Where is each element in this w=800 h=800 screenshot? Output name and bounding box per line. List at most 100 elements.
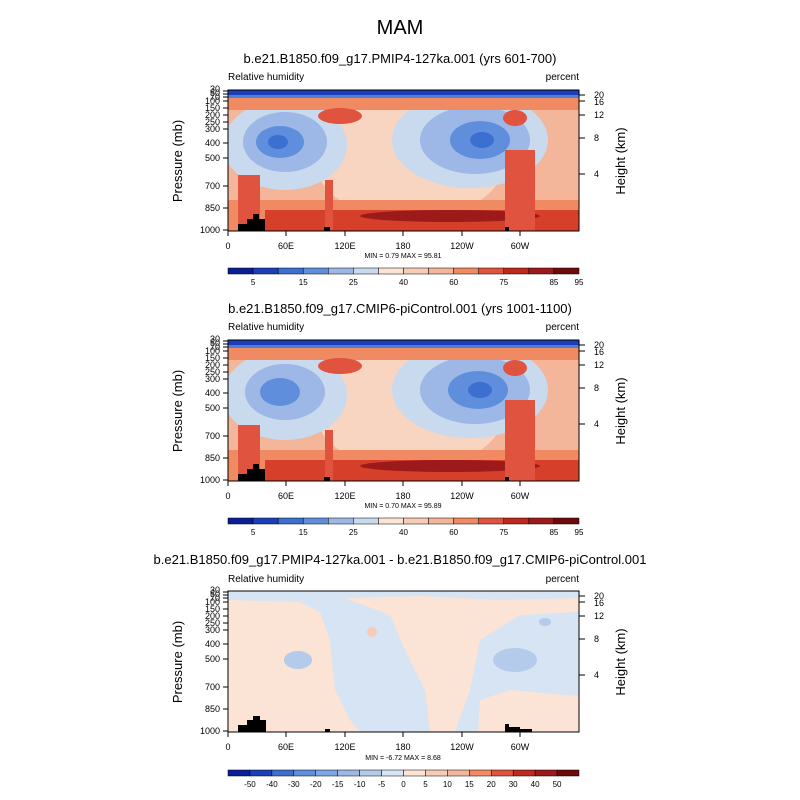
colorbar-label: 60 (449, 528, 458, 537)
y-right-tick-label: 16 (594, 598, 604, 608)
colorbar-label: 85 (549, 528, 558, 537)
x-tick-label: 60W (511, 241, 530, 251)
y-tick-label: 200 (205, 360, 220, 370)
y-axis-label: Pressure (mb) (170, 370, 185, 452)
y-tick-label: 100 (205, 346, 220, 356)
colorbar-label: 15 (299, 278, 308, 287)
x-tick-label: 60E (278, 241, 294, 251)
colorbar-label: -10 (354, 780, 366, 789)
colorbar-label: -5 (378, 780, 386, 789)
colorbar-label: 85 (549, 278, 558, 287)
variable-label: Relative humidity (228, 72, 304, 83)
contour-region (260, 378, 300, 406)
y-right-tick-label: 16 (594, 97, 604, 107)
y-tick-label: 500 (205, 403, 220, 413)
y-tick-label: 250 (205, 618, 220, 628)
y-tick-label: 850 (205, 453, 220, 463)
y-right-tick-label: 4 (594, 169, 599, 179)
colorbar-box (528, 517, 555, 525)
colorbar-label: 50 (553, 780, 562, 789)
y-right-tick-label: 20 (594, 340, 604, 350)
y-tick-label: 200 (205, 611, 220, 621)
y-tick-label: 150 (205, 353, 220, 363)
units-label: percent (546, 574, 580, 585)
panel-1: b.e21.B1850.f09_g17.PMIP4-127ka.001 (yrs… (170, 51, 628, 287)
colorbar-box (447, 769, 470, 777)
x-tick-label: 0 (225, 491, 230, 501)
contour-region (505, 400, 535, 481)
contour-region (284, 651, 312, 669)
y-right-tick-label: 8 (594, 383, 599, 393)
colorbar-box (252, 267, 279, 275)
y-tick-label: 50 (210, 589, 220, 599)
y-tick-label: 30 (210, 334, 220, 344)
colorbar-label: 40 (399, 528, 408, 537)
colorbar-box (469, 769, 492, 777)
contour-region (367, 627, 377, 637)
colorbar-label: -40 (266, 780, 278, 789)
y-tick-label: 50 (210, 88, 220, 98)
y-right-tick-label: 12 (594, 110, 604, 120)
colorbar-label: -20 (310, 780, 322, 789)
colorbar-label: 5 (251, 278, 256, 287)
contour-field (228, 591, 579, 732)
colorbar-box (534, 769, 558, 777)
colorbar-label: 0 (401, 780, 406, 789)
colorbar-box (353, 267, 379, 275)
colorbar-box (277, 517, 304, 525)
colorbar-box (381, 769, 404, 777)
x-tick-label: 60E (278, 742, 294, 752)
colorbar-box (302, 267, 329, 275)
y-ticks: 1000 850 700 500 400 300 250 200 150 100… (200, 84, 228, 235)
colorbar-box (528, 267, 555, 275)
y-axis-label: Pressure (mb) (170, 120, 185, 202)
y-tick-label: 1000 (200, 225, 220, 235)
x-tick-label: 180 (395, 241, 410, 251)
colorbar-label: 15 (465, 780, 474, 789)
x-tick-label: 180 (395, 491, 410, 501)
contour-region (228, 340, 579, 345)
colorbar-box (425, 769, 448, 777)
colorbar-box (403, 517, 429, 525)
colorbar-box (378, 517, 404, 525)
colorbar-box (378, 267, 404, 275)
y-tick-label: 1000 (200, 726, 220, 736)
contour-field (228, 90, 579, 231)
y-tick-label: 70 (210, 593, 220, 603)
colorbar-box (403, 267, 429, 275)
colorbar-box (428, 517, 454, 525)
colorbar-label: 30 (509, 780, 518, 789)
x-tick-label: 0 (225, 241, 230, 251)
y-ticks-right: 20 16 12 8 4 (579, 591, 604, 680)
x-tick-label: 120E (334, 241, 355, 251)
y-axis-right-label: Height (km) (613, 377, 628, 444)
x-tick-label: 120W (450, 241, 474, 251)
contour-region (318, 358, 362, 374)
y-right-tick-label: 4 (594, 670, 599, 680)
contour-region (478, 690, 579, 732)
contour-region (360, 460, 540, 472)
y-ticks: 1000 850 700 500 400 300 250 200 150 100… (200, 334, 228, 485)
y-right-tick-label: 12 (594, 611, 604, 621)
colorbar-box (252, 517, 279, 525)
y-tick-label: 700 (205, 682, 220, 692)
y-tick-label: 30 (210, 585, 220, 595)
y-right-tick-label: 8 (594, 133, 599, 143)
colorbar-box (277, 267, 304, 275)
y-tick-label: 400 (205, 388, 220, 398)
colorbar-box (227, 267, 254, 275)
contour-region (345, 596, 579, 732)
y-tick-label: 150 (205, 103, 220, 113)
y-ticks: 1000 850 700 500 400 300 250 200 150 100… (200, 585, 228, 736)
units-label: percent (546, 72, 580, 83)
x-ticks: 0 60E 120E 180 120W 60W (225, 231, 530, 251)
colorbar-label: 20 (487, 780, 496, 789)
contour-region (503, 110, 527, 126)
colorbar-box (403, 769, 426, 777)
contour-field (228, 340, 579, 481)
y-right-tick-label: 20 (594, 90, 604, 100)
y-tick-label: 400 (205, 138, 220, 148)
colorbar-box (337, 769, 360, 777)
colorbar-label: 15 (299, 528, 308, 537)
